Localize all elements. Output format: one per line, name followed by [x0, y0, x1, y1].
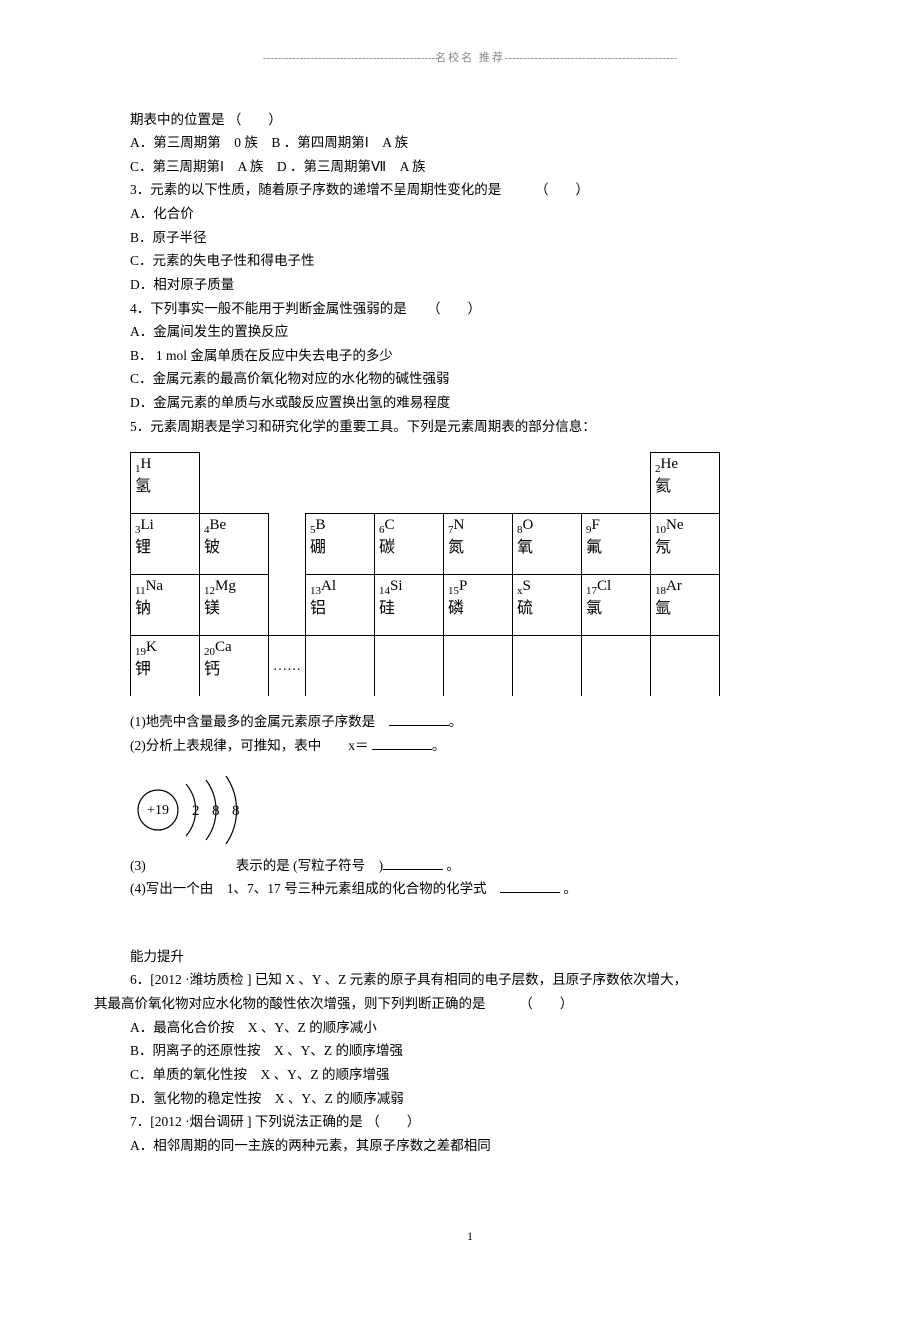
cell-al: 13Al铝 [306, 575, 375, 636]
q6-stem-line1: 6．[2012 ·潍坊质检 ] 已知 X 、Y 、Z 元素的原子具有相同的电子层… [130, 968, 810, 992]
q6-option-a: A．最高化合价按 X 、Y、Z 的顺序减小 [130, 1016, 810, 1040]
q7-option-a: A．相邻周期的同一主族的两种元素，其原子序数之差都相同 [130, 1134, 810, 1158]
q4-option-d: D．金属元素的单质与水或酸反应置换出氢的难易程度 [130, 391, 810, 415]
q3-option-c: C．元素的失电子性和得电子性 [130, 249, 810, 273]
blank-field [383, 855, 443, 870]
cell-ca: 20Ca钙 [200, 636, 269, 697]
cell-na: 11Na钠 [131, 575, 200, 636]
cell-empty [513, 636, 582, 697]
document-page: ----------------------------------------… [0, 0, 920, 1327]
q4-option-c: C．金属元素的最高价氧化物对应的水化物的碱性强弱 [130, 367, 810, 391]
cell-dots: …… [269, 636, 306, 697]
cell-empty [306, 636, 375, 697]
svg-text:8: 8 [232, 803, 240, 819]
cell-n: 7N氮 [444, 514, 513, 575]
q7-stem: 7．[2012 ·烟台调研 ] 下列说法正确的是 （ ） [130, 1110, 810, 1134]
q2-tail: 期表中的位置是 （ ） [130, 108, 810, 132]
blank-field [389, 712, 449, 727]
q2-option-c: C．第三周期第Ⅰ A 族 D ．第三周期第Ⅶ A 族 [130, 155, 810, 179]
q3-option-b: B．原子半径 [130, 226, 810, 250]
q2-option-a: A．第三周期第 0 族 B ．第四周期第Ⅰ A 族 [130, 131, 810, 155]
q6-option-b: B．阴离子的还原性按 X 、Y、Z 的顺序增强 [130, 1039, 810, 1063]
cell-f: 9F氟 [582, 514, 651, 575]
blank-field [372, 735, 432, 750]
cell-ne: 10Ne氖 [651, 514, 720, 575]
q5-sub2: (2)分析上表规律，可推知，表中 x＝ 。 [130, 734, 810, 758]
cell-li: 3Li锂 [131, 514, 200, 575]
cell-empty [375, 636, 444, 697]
q6-option-d: D．氢化物的稳定性按 X 、Y、Z 的顺序减弱 [130, 1087, 810, 1111]
cell-be: 4Be铍 [200, 514, 269, 575]
svg-text:8: 8 [212, 803, 220, 819]
cell-p: 15P磷 [444, 575, 513, 636]
cell-si: 14Si硅 [375, 575, 444, 636]
cell-k: 19K钾 [131, 636, 200, 697]
q5-sub4: (4)写出一个由 1、7、17 号三种元素组成的化合物的化学式 。 [130, 877, 810, 901]
banner-label: 名校名 推荐 [435, 52, 505, 64]
q6-option-c: C．单质的氧化性按 X 、Y、Z 的顺序增强 [130, 1063, 810, 1087]
cell-o: 8O氧 [513, 514, 582, 575]
cell-s: xS硫 [513, 575, 582, 636]
ability-title: 能力提升 [130, 945, 810, 969]
cell-empty [444, 636, 513, 697]
banner-dash-left: ----------------------------------------… [263, 52, 435, 64]
cell-c: 6C碳 [375, 514, 444, 575]
cell-mg: 12Mg镁 [200, 575, 269, 636]
q4-option-a: A．金属间发生的置换反应 [130, 320, 810, 344]
q3-option-d: D．相对原子质量 [130, 273, 810, 297]
page-number: 1 [130, 1227, 810, 1246]
blank-field [500, 879, 560, 894]
q4-stem: 4．下列事实一般不能用于判断金属性强弱的是 （ ） [130, 297, 810, 321]
cell-cl: 17Cl氯 [582, 575, 651, 636]
q4-option-b: B． 1 mol 金属单质在反应中失去电子的多少 [130, 344, 810, 368]
q3-stem: 3．元素的以下性质，随着原子序数的递增不呈周期性变化的是 （ ） [130, 178, 810, 202]
svg-text:+19: +19 [147, 803, 169, 818]
cell-empty [582, 636, 651, 697]
header-banner: ----------------------------------------… [130, 50, 810, 68]
q6-stem-line2: 其最高价氧化物对应水化物的酸性依次增强，则下列判断正确的是 （ ） [94, 992, 810, 1016]
q5-sub3: (3)表示的是 (写粒子符号 ) 。 [130, 854, 810, 878]
q5-sub1: (1)地壳中含量最多的金属元素原子序数是 。 [130, 710, 810, 734]
cell-ar: 18Ar氩 [651, 575, 720, 636]
cell-b: 5B硼 [306, 514, 375, 575]
svg-text:2: 2 [192, 803, 200, 819]
document-content: 期表中的位置是 （ ） A．第三周期第 0 族 B ．第四周期第Ⅰ A 族 C．… [130, 108, 810, 1158]
cell-h: 1H氢 [131, 453, 200, 514]
q5-stem: 5．元素周期表是学习和研究化学的重要工具。下列是元素周期表的部分信息： [130, 415, 810, 439]
atom-svg-icon: +19 2 8 8 [130, 770, 290, 850]
cell-he: 2He氦 [651, 453, 720, 514]
banner-dash-right: ----------------------------------------… [505, 52, 677, 64]
cell-empty [651, 636, 720, 697]
q3-option-a: A．化合价 [130, 202, 810, 226]
atom-structure-diagram: +19 2 8 8 [130, 770, 810, 850]
periodic-table-grid: 1H氢 2He氦 3Li锂 4Be铍 5B硼 6C碳 7N氮 [130, 452, 720, 696]
periodic-table: 1H氢 2He氦 3Li锂 4Be铍 5B硼 6C碳 7N氮 [130, 452, 810, 696]
